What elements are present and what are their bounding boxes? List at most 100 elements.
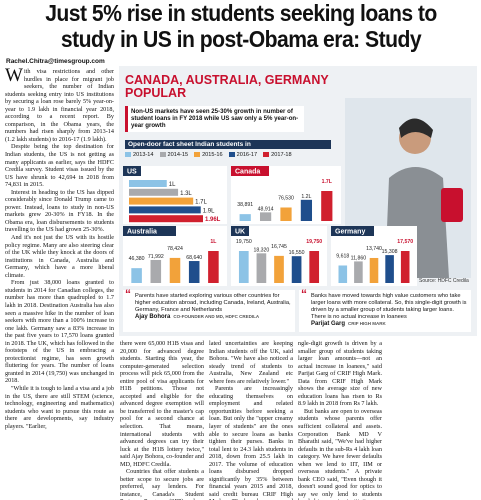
- legend-swatch: [263, 152, 270, 158]
- value-label: 1.96L: [205, 217, 221, 223]
- paragraph: "While it is tough to land a visa and a …: [5, 384, 114, 430]
- value-label: 1.7L: [195, 200, 207, 206]
- bar: [338, 265, 348, 283]
- bar: [129, 215, 203, 223]
- value-label: 9,618: [336, 253, 349, 259]
- value-label: 19,750: [236, 239, 252, 245]
- bar: [274, 255, 284, 283]
- panel-tab: [231, 226, 249, 236]
- quote-role: CO-FOUNDER AND MD, HDFC CREDILA: [173, 313, 260, 319]
- legend: 2013-14 2014-15 2015-16 2016-17 2017-18: [125, 152, 335, 162]
- panel-name: Germany: [335, 229, 365, 236]
- text-column: there were 65,000 H1B visas and 20,000 f…: [120, 340, 204, 500]
- bar: [385, 255, 394, 283]
- byline: Rachel.Chitra@timesgroup.com: [6, 58, 105, 65]
- legend-item: 2016-17: [228, 152, 258, 158]
- paragraph: there were 65,000 H1B visas and 20,000 f…: [120, 340, 204, 468]
- fact-sheet-heading: Open-door fact sheet Indian students in: [125, 140, 331, 149]
- legend-item: 2013-14: [125, 152, 154, 158]
- value-label: 76,530: [278, 195, 294, 201]
- value-label: 15,308: [382, 249, 398, 255]
- value-label: 78,424: [167, 246, 183, 252]
- bar: [208, 251, 219, 283]
- text-column: ngle-digit growth is driven by a smaller…: [298, 340, 382, 500]
- quote-name: Parijat Garg: [311, 320, 346, 327]
- bar: [400, 251, 410, 283]
- legend-label: 2013-14: [133, 152, 154, 158]
- panel-tab: [123, 226, 176, 236]
- infographic-title: CANADA, AUSTRALIA, GERMANY POPULAR: [125, 73, 329, 100]
- legend-swatch: [159, 152, 166, 158]
- headline: Just 5% rise in students seeking loans t…: [45, 0, 437, 52]
- value-label: 68,640: [186, 255, 202, 261]
- bar: [150, 259, 162, 283]
- infographic: CANADA, AUSTRALIA, GERMANY POPULAR Non-U…: [119, 66, 477, 336]
- bar: [309, 251, 320, 283]
- paragraph: With visa restrictions and other hurdles…: [5, 68, 114, 143]
- quote-name: Ajay Bohora: [135, 313, 171, 320]
- chart-panel: US 1L 1.3L1.7L 1.9L 1.96L: [123, 166, 227, 224]
- legend-item: 2015-16: [194, 152, 223, 158]
- bar: [239, 214, 251, 221]
- quote: “ Parents have started exploring various …: [123, 288, 295, 332]
- bar: [188, 261, 200, 283]
- bar: [259, 212, 272, 221]
- paragraph: lated uncertainties are keeping Indian s…: [209, 340, 293, 385]
- value-label: 1L: [210, 239, 217, 245]
- quote-text: Banks have moved towards high value cust…: [311, 293, 467, 320]
- legend-swatch: [228, 152, 235, 158]
- text-column: lated uncertainties are keeping Indian s…: [209, 340, 293, 500]
- value-label: 11,860: [351, 255, 367, 261]
- source: Source: HDFC Credila: [419, 278, 469, 284]
- bar: [131, 268, 142, 283]
- quote-attribution: Parijat Garg CRIF HIGH MARK: [311, 321, 467, 328]
- panel-name: US: [127, 169, 137, 176]
- bar: [291, 256, 302, 283]
- quote-text: Parents have started exploring various o…: [135, 293, 291, 313]
- bar: [256, 253, 267, 283]
- photo-hair: [399, 118, 433, 138]
- legend-label: 2015-16: [202, 152, 223, 158]
- value-label: 16,550: [289, 250, 305, 256]
- bar: [280, 207, 292, 221]
- bar: [354, 261, 363, 283]
- quote-role: CRIF HIGH MARK: [348, 320, 386, 326]
- panel-tab: [231, 166, 269, 176]
- panel-tab: [331, 226, 374, 236]
- chart-panel: Canada 38,891 48,914 76,530 1.2L 1.7L: [231, 166, 341, 224]
- value-label: 18,320: [253, 247, 269, 253]
- legend-label: 2016-17: [236, 152, 258, 158]
- value-label: 17,570: [397, 239, 413, 245]
- paragraph: ngle-digit growth is driven by a smaller…: [298, 340, 382, 408]
- value-label: 1.3L: [180, 191, 192, 197]
- value-label: 1L: [169, 182, 176, 188]
- paragraph: Despite being the top destination for In…: [5, 143, 114, 189]
- value-label: 38,891: [237, 202, 253, 208]
- legend-item: 2014-15: [159, 152, 188, 158]
- bar: [321, 191, 333, 221]
- legend-swatch: [194, 152, 201, 158]
- paragraph: From just 38,000 loans granted to studen…: [5, 279, 114, 385]
- value-label: 48,914: [258, 206, 274, 212]
- paragraph: And it's not just the US with its hostil…: [5, 234, 114, 279]
- infographic-subtitle: Non-US markets have seen 25-30% growth i…: [125, 106, 304, 132]
- bar: [169, 257, 181, 283]
- value-label: 13,740: [366, 246, 382, 252]
- panel-name: Canada: [235, 169, 260, 176]
- bar: [129, 197, 194, 205]
- value-label: 16,745: [271, 244, 287, 250]
- quote: “ Banks have moved towards high value cus…: [299, 287, 471, 332]
- text-column: With visa restrictions and other hurdles…: [5, 68, 114, 500]
- quote-mark: “: [301, 287, 307, 301]
- paragraph: But banks are open to overseas students …: [298, 407, 382, 500]
- bar: [129, 188, 179, 196]
- value-label: 71,992: [148, 254, 164, 260]
- bar: [238, 251, 249, 283]
- value-label: 1.2L: [301, 194, 311, 200]
- paragraph: Interest in heading to the US has dipped…: [5, 188, 114, 234]
- value-label: 1.9L: [203, 208, 215, 214]
- value-label: 19,750: [306, 239, 322, 245]
